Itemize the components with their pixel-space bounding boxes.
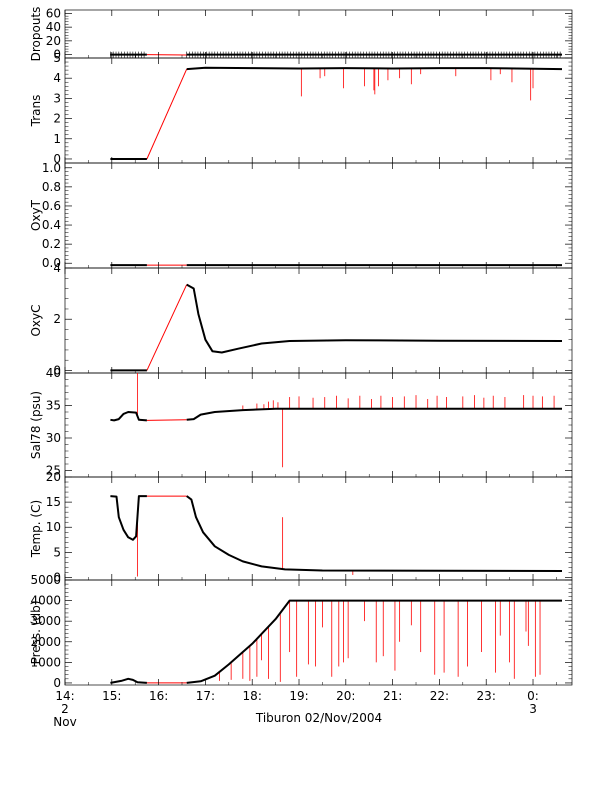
x-tick-label: 18: bbox=[243, 689, 262, 703]
y-tick-label: 0 bbox=[53, 676, 61, 690]
y-tick-label: 2 bbox=[53, 112, 61, 126]
x-tick-label: 23: bbox=[477, 689, 496, 703]
x-tick-label: 15: bbox=[102, 689, 121, 703]
y-axis-title: Dropouts bbox=[29, 7, 43, 62]
x-tick-sublabel: 2 bbox=[61, 702, 69, 716]
y-tick-label: 2 bbox=[53, 312, 61, 326]
y-tick-label: 0 bbox=[53, 152, 61, 166]
series-line bbox=[110, 411, 147, 422]
y-tick-label: 4 bbox=[53, 261, 61, 275]
y-tick-label: 2000 bbox=[30, 635, 61, 649]
series-line bbox=[110, 495, 147, 541]
panel-6: 0 5 10 15 20 Temp. (C) bbox=[29, 470, 573, 584]
y-tick-label: 5 bbox=[53, 51, 61, 65]
y-tick-label: 1000 bbox=[30, 655, 61, 669]
panel-frame bbox=[64, 476, 573, 581]
chart-panels: 0204060Dropouts012345Trans0.00.20.40.60.… bbox=[29, 6, 573, 690]
y-tick-label: 0.6 bbox=[42, 199, 61, 213]
y-tick-label: 1 bbox=[53, 132, 61, 146]
gap-line bbox=[146, 419, 187, 421]
y-tick-label: 40 bbox=[46, 366, 61, 380]
y-tick-label: 0 bbox=[53, 48, 61, 62]
panel-2: 0 1 2 3 4 5 Trans bbox=[29, 51, 573, 166]
x-tick-label: 19: bbox=[289, 689, 308, 703]
panel-frame bbox=[64, 57, 573, 164]
series-line bbox=[186, 283, 563, 354]
x-tick-label: 17: bbox=[196, 689, 215, 703]
series-line bbox=[186, 407, 562, 421]
x-tick-label: 14: bbox=[55, 689, 74, 703]
y-tick-label: 0 bbox=[53, 363, 61, 377]
y-tick-label: 15 bbox=[46, 495, 61, 509]
y-tick-label: 0.8 bbox=[42, 180, 61, 194]
x-tick-label: 22: bbox=[430, 689, 449, 703]
y-tick-label: 25 bbox=[46, 464, 61, 478]
y-tick-label: 10 bbox=[46, 520, 61, 534]
x-tick-sublabel: Nov bbox=[53, 715, 76, 729]
panel-4: 0 2 4 OxyC bbox=[29, 261, 573, 377]
panel-frame bbox=[64, 267, 573, 374]
panel-frame bbox=[64, 162, 573, 269]
y-tick-label: 3000 bbox=[30, 614, 61, 628]
y-tick-label: 3 bbox=[53, 91, 61, 105]
x-tick-label: 20: bbox=[336, 689, 355, 703]
y-tick-label: 4 bbox=[53, 71, 61, 85]
y-axis-title: Trans bbox=[29, 95, 43, 128]
y-tick-label: 0.2 bbox=[42, 237, 61, 251]
y-axis-title: Press. (db) bbox=[29, 601, 43, 665]
series-line bbox=[186, 599, 562, 684]
panel-frame bbox=[64, 372, 573, 478]
x-tick-label: 0: bbox=[527, 689, 539, 703]
y-axis-title: Sal78 (psu) bbox=[29, 391, 43, 459]
y-tick-label: 40 bbox=[46, 20, 61, 34]
y-tick-label: 20 bbox=[46, 34, 61, 48]
panel-3: 0.0 0.2 0.4 0.6 0.8 1.0 OxyT bbox=[29, 161, 573, 270]
y-axis-title: Temp. (C) bbox=[29, 500, 43, 558]
panel-7: 0 1000 2000 3000 4000 5000 Press. (db) bbox=[29, 573, 573, 690]
x-axis-title: Tiburon 02/Nov/2004 bbox=[255, 711, 382, 725]
series-line bbox=[186, 66, 563, 71]
y-tick-label: 60 bbox=[46, 6, 61, 20]
y-tick-label: 35 bbox=[46, 399, 61, 413]
gap-line bbox=[146, 68, 188, 160]
x-tick-label: 16: bbox=[149, 689, 168, 703]
x-tick-label: 21: bbox=[383, 689, 402, 703]
series-line bbox=[110, 677, 147, 684]
y-tick-label: 0.0 bbox=[42, 256, 61, 270]
y-tick-label: 20 bbox=[46, 470, 61, 484]
gap-line bbox=[146, 284, 188, 371]
y-tick-label: 30 bbox=[46, 431, 61, 445]
y-axis-title: OxyT bbox=[29, 199, 43, 231]
y-tick-label: 5 bbox=[53, 545, 61, 559]
panel-frame bbox=[64, 579, 573, 686]
panel-frame bbox=[64, 9, 573, 59]
y-tick-label: 0 bbox=[53, 570, 61, 584]
series-line bbox=[186, 495, 563, 572]
y-axis-title: OxyC bbox=[29, 304, 43, 336]
x-tick-sublabel: 3 bbox=[529, 702, 537, 716]
y-tick-label: 0.4 bbox=[42, 218, 61, 232]
y-tick-label: 4000 bbox=[30, 594, 61, 608]
y-tick-label: 5000 bbox=[30, 573, 61, 587]
y-tick-label: 1.0 bbox=[42, 161, 61, 175]
